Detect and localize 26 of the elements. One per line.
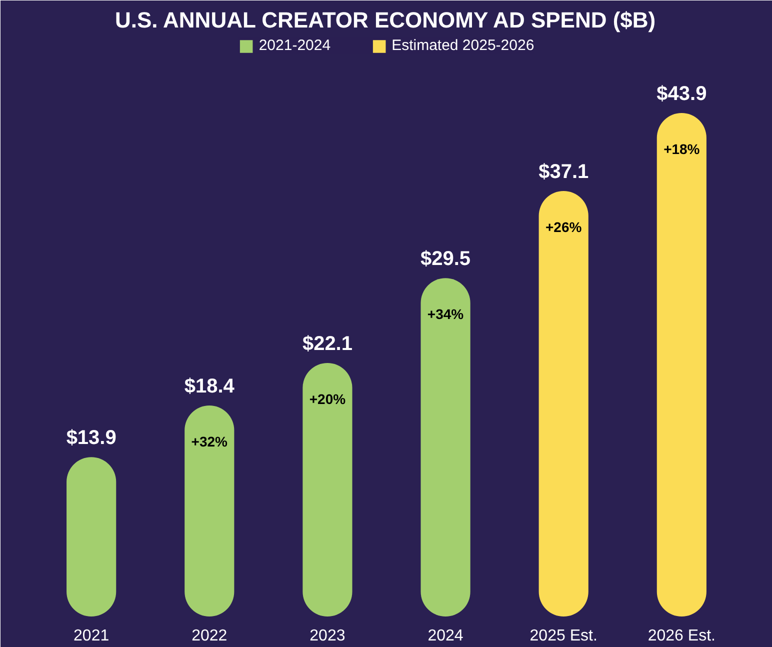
data-label: $29.5	[420, 248, 471, 270]
annotation: +26%	[546, 219, 582, 236]
x-tick-label: 2021	[74, 628, 110, 644]
x-tick-label: 2025 Est.	[530, 628, 598, 644]
annotation: +34%	[427, 306, 464, 322]
x-tick-label: 2023	[310, 628, 346, 644]
x-tick-label: 2024	[428, 628, 464, 644]
x-tick-label: 2022	[192, 628, 228, 644]
data-label: $18.4	[184, 375, 236, 398]
annotation: +20%	[309, 391, 346, 408]
data-label: $22.1	[302, 333, 353, 356]
bar	[66, 457, 116, 616]
chart-title: U.S. ANNUAL CREATOR ECONOMY AD SPEND ($B)	[114, 8, 656, 32]
data-label: $43.9	[656, 83, 707, 106]
bar	[420, 278, 470, 616]
bar	[538, 191, 588, 616]
data-label: $37.1	[538, 161, 589, 184]
bar	[302, 363, 352, 616]
annotation: +32%	[191, 433, 228, 450]
bar	[184, 405, 234, 616]
bar	[656, 113, 706, 616]
annotation: +18%	[664, 141, 700, 158]
data-label: $13.9	[66, 427, 116, 450]
x-tick-label: 2026 Est.	[648, 628, 716, 644]
legend-label: 2021-2024	[258, 37, 331, 54]
legend-label: Estimated 2025-2026	[392, 37, 534, 54]
